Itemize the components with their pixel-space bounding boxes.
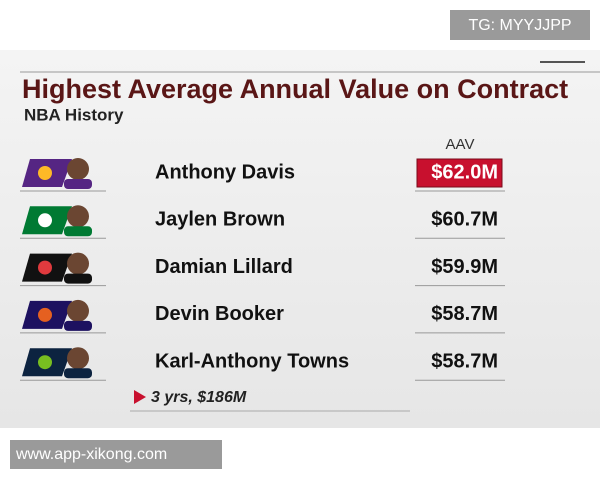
aav-value: $60.7M: [431, 209, 498, 231]
player-head: [67, 347, 89, 370]
card: [0, 50, 600, 428]
team-logo-accent: [38, 307, 52, 322]
highlight: [416, 158, 503, 188]
watermark: TG: MYYJJPP: [468, 17, 571, 34]
aav-value: $58.7M: [431, 350, 498, 372]
player-name: Karl-Anthony Towns: [155, 350, 349, 372]
team-logo-accent: [38, 260, 52, 275]
aav-value: $62.0M: [431, 161, 498, 183]
player-body: [64, 179, 92, 189]
watermark-box: [10, 440, 222, 469]
subtitle: NBA History: [24, 105, 124, 124]
player-body: [64, 368, 92, 379]
rows: Anthony Davis $62.0M Jaylen Brown $60.7M Dam…: [20, 158, 505, 381]
player-body: [64, 226, 92, 237]
watermark-box: [450, 10, 590, 40]
player-body: [64, 320, 92, 331]
player-head: [67, 205, 89, 228]
player-head: [67, 158, 89, 180]
title: Highest Average Annual Value on Contract: [22, 74, 568, 104]
player-name: Jaylen Brown: [155, 209, 285, 231]
column-header: AAV: [446, 136, 475, 153]
team-logo-accent: [38, 213, 52, 228]
player-body: [64, 273, 92, 284]
footnote: 3 yrs, $186M: [151, 389, 247, 406]
player-head: [67, 299, 89, 322]
player-name: Devin Booker: [155, 303, 284, 325]
player-name: Anthony Davis: [155, 161, 295, 183]
team-logo-accent: [38, 355, 52, 370]
watermark: www.app-xikong.com: [15, 446, 167, 463]
footnote-arrow: [134, 390, 146, 404]
aav-value: $58.7M: [431, 303, 498, 325]
team-logo-accent: [38, 166, 52, 180]
player-head: [67, 252, 89, 275]
aav-value: $59.9M: [431, 256, 498, 278]
player-name: Damian Lillard: [155, 256, 293, 278]
